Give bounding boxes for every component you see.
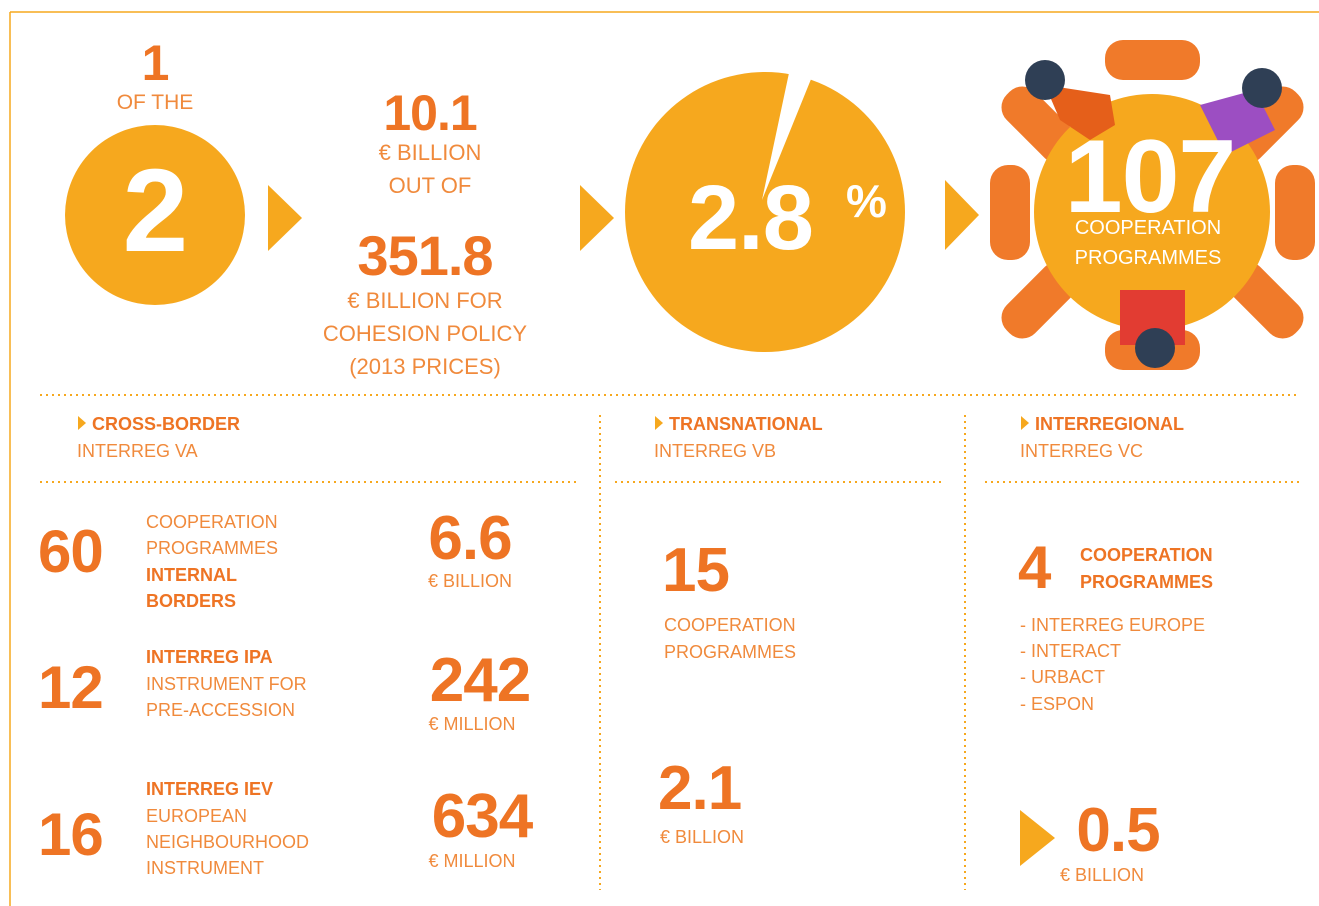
count: 16 xyxy=(38,801,104,868)
rank-total: 2 xyxy=(122,145,189,277)
table xyxy=(1034,94,1270,330)
programmes-label: COOPERATION xyxy=(1074,217,1222,239)
amount: 6.6 xyxy=(428,504,512,573)
section-subtitle: INTERREG VA xyxy=(77,441,198,461)
separators xyxy=(40,394,1300,890)
item-bold: INTERREG IPA xyxy=(146,647,273,667)
share-suffix: % xyxy=(846,175,887,227)
rank-circle xyxy=(65,125,245,305)
budget-out-of: OUT OF xyxy=(388,173,472,198)
people xyxy=(1025,60,1282,368)
arrow xyxy=(268,185,302,251)
amount: 634 xyxy=(431,782,533,851)
count: 15 xyxy=(662,536,730,605)
amount: 0.5 xyxy=(1076,796,1160,865)
list-item: - ESPON xyxy=(1020,694,1095,714)
item-line: PRE-ACCESSION xyxy=(146,700,296,720)
count: 4 xyxy=(1018,534,1051,601)
budget-line: € BILLION FOR xyxy=(347,288,503,313)
item-line: PROGRAMMES xyxy=(146,538,279,558)
item-line: PROGRAMMES xyxy=(664,642,797,662)
item-bold: BORDERS xyxy=(146,591,237,611)
unit: € BILLION xyxy=(1059,865,1145,885)
section-subtitle: INTERREG VB xyxy=(654,441,777,461)
budget-unit: € BILLION xyxy=(378,140,482,165)
arrow xyxy=(945,180,979,250)
count: 12 xyxy=(38,654,104,721)
list-item: - INTERACT xyxy=(1020,641,1121,661)
bullets xyxy=(78,416,1055,866)
section-title: INTERREGIONAL xyxy=(1035,414,1185,434)
budget-line: COHESION POLICY xyxy=(322,321,528,346)
item-bold: COOPERATION xyxy=(1080,545,1213,565)
arrow xyxy=(580,185,614,251)
item-line: COOPERATION xyxy=(146,512,278,532)
item-line: COOPERATION xyxy=(664,615,796,635)
budget-total: 351.8 xyxy=(357,224,493,287)
share-value: 2.8 xyxy=(688,167,814,269)
section-title: TRANSNATIONAL xyxy=(669,414,823,434)
item-bold: INTERREG IEV xyxy=(146,779,274,799)
section-subtitle: INTERREG VC xyxy=(1020,441,1144,461)
count: 60 xyxy=(38,518,104,585)
item-line: EUROPEAN xyxy=(146,806,248,826)
unit: € MILLION xyxy=(428,714,516,734)
pie-slice xyxy=(762,43,823,200)
unit: € MILLION xyxy=(428,851,516,871)
amount: 242 xyxy=(429,646,531,715)
rank-of: OF THE xyxy=(116,91,194,114)
programmes-label: PROGRAMMES xyxy=(1074,247,1222,269)
item-bold: INTERNAL xyxy=(146,565,237,585)
programmes-number: 107 xyxy=(1064,119,1237,235)
budget-amount: 10.1 xyxy=(383,85,477,141)
rank-number: 1 xyxy=(141,35,170,91)
list-item: - INTERREG EUROPE xyxy=(1020,615,1206,635)
pie xyxy=(625,72,905,352)
budget-line: (2013 PRICES) xyxy=(349,354,501,379)
unit: € BILLION xyxy=(660,827,745,847)
amount: 2.1 xyxy=(658,754,742,823)
list-item: - URBACT xyxy=(1020,667,1105,687)
item-bold: PROGRAMMES xyxy=(1080,572,1214,592)
item-line: NEIGHBOURHOOD xyxy=(146,832,310,852)
unit: € BILLION xyxy=(427,571,513,591)
item-line: INSTRUMENT xyxy=(146,858,264,878)
section-title: CROSS-BORDER xyxy=(92,414,241,434)
item-line: INSTRUMENT FOR xyxy=(146,674,307,694)
